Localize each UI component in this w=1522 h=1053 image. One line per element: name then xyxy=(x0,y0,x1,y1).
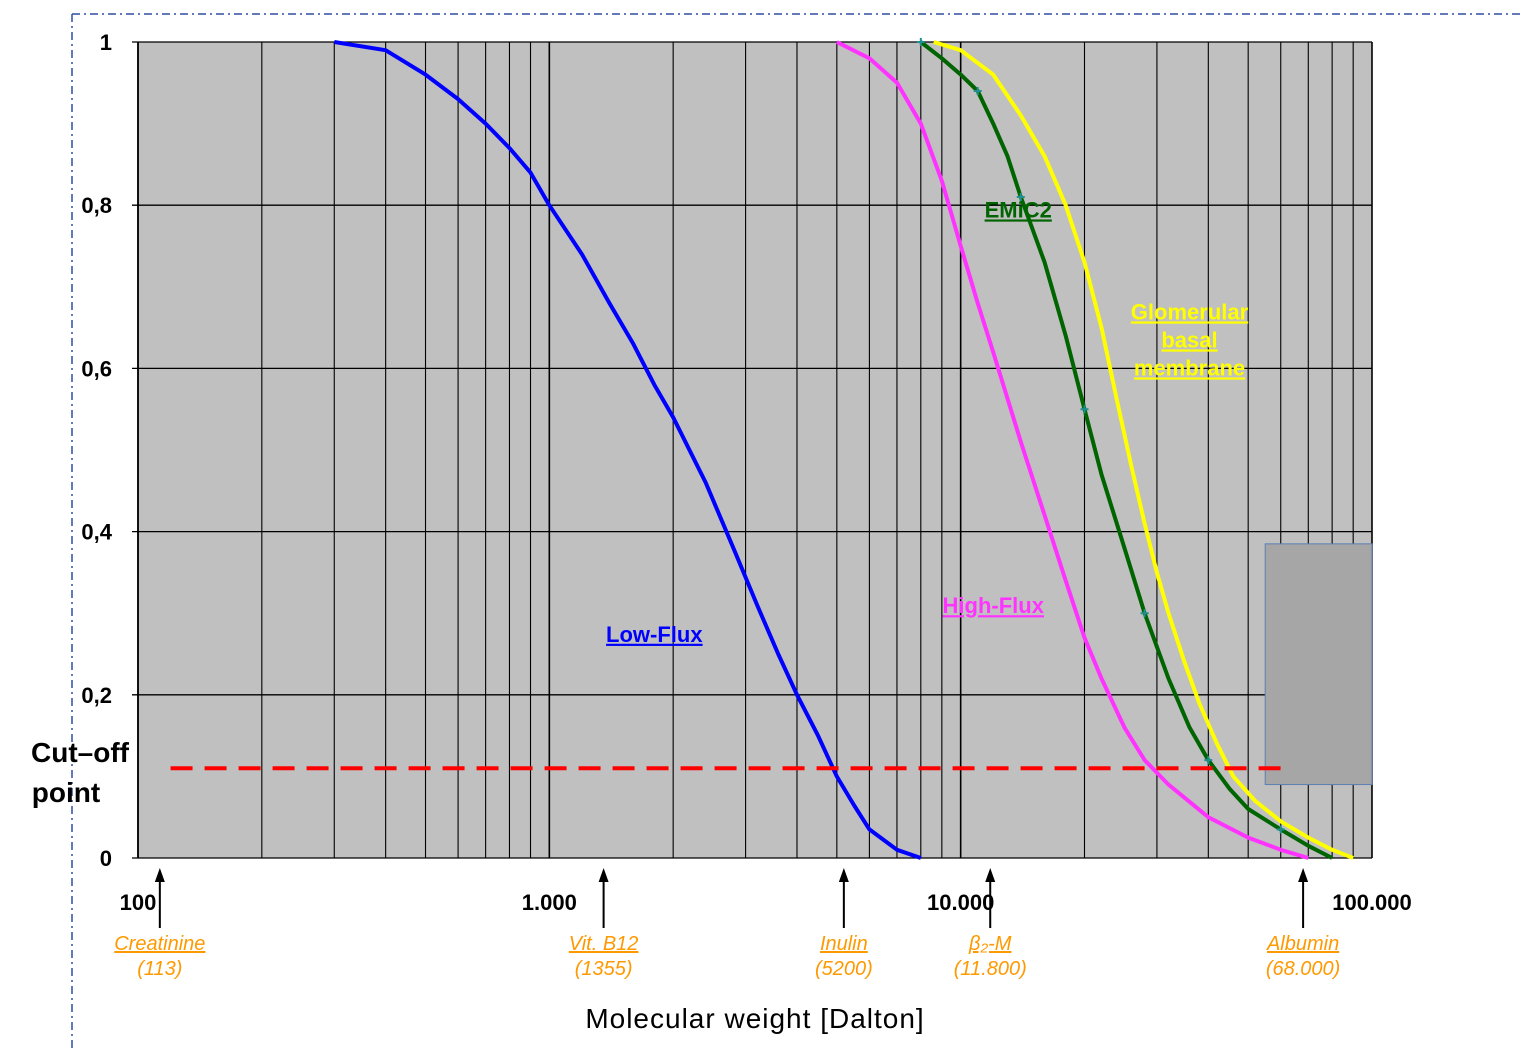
y-tick-label: 0 xyxy=(100,846,112,871)
series-point xyxy=(1080,405,1089,414)
series-label-line: EMiC2 xyxy=(985,197,1052,222)
marker-arrow-head xyxy=(598,868,609,882)
y-tick-label: 1 xyxy=(100,30,112,55)
y-tick-label: 0,4 xyxy=(81,520,112,545)
overlay-box xyxy=(1264,543,1373,786)
marker-arrow-head xyxy=(838,868,849,882)
x-tick-label: 1.000 xyxy=(522,890,577,915)
marker-name: β₂-M xyxy=(968,933,1012,955)
marker-mw: (11.800) xyxy=(954,958,1027,980)
y-tick-label: 0,6 xyxy=(81,356,112,381)
series-line-1 xyxy=(835,40,1309,860)
marker-name: Vit. B12 xyxy=(569,933,639,955)
cutoff-label-line: point xyxy=(32,777,100,808)
marker-name: Albumin xyxy=(1266,933,1339,955)
marker-mw: (5200) xyxy=(815,958,873,980)
series-point xyxy=(973,86,982,95)
series-point xyxy=(1016,193,1025,202)
series-line-0 xyxy=(333,40,922,860)
marker-mw: (1355) xyxy=(575,958,633,980)
marker-mw: (68.000) xyxy=(1266,958,1341,980)
series-label-line: membrane xyxy=(1134,355,1245,380)
x-tick-label: 10.000 xyxy=(927,890,994,915)
x-tick-label: 100 xyxy=(120,890,157,915)
y-tick-label: 0,8 xyxy=(81,193,112,218)
series-point xyxy=(1204,756,1213,765)
marker-arrow-head xyxy=(1298,868,1309,882)
marker-name: Creatinine xyxy=(114,933,205,955)
plot-area xyxy=(138,42,1372,858)
cutoff-label-line: Cut–off xyxy=(31,737,130,768)
series-line-2 xyxy=(919,40,1334,860)
series-label-line: Glomerular xyxy=(1131,299,1249,324)
x-tick-label: 100.000 xyxy=(1332,890,1412,915)
marker-arrow-head xyxy=(985,868,996,882)
series-label-line: basal xyxy=(1161,327,1217,352)
series-label-1: High-Flux xyxy=(943,593,1045,618)
series-label-2: EMiC2 xyxy=(985,197,1052,222)
marker-arrow-head xyxy=(154,868,165,882)
series-label-0: Low-Flux xyxy=(606,622,703,647)
series-label-3: Glomerular basal membrane xyxy=(1131,299,1249,380)
series-label-line: Low-Flux xyxy=(606,622,703,647)
marker-mw: (113) xyxy=(137,958,182,980)
series-label-line: High-Flux xyxy=(943,593,1045,618)
x-axis-label: Molecular weight [Dalton] xyxy=(585,1003,924,1034)
series-point xyxy=(916,38,925,46)
series-line-3 xyxy=(933,40,1354,860)
series-point xyxy=(1276,825,1285,834)
series-point xyxy=(1140,609,1149,618)
y-tick-label: 0,2 xyxy=(81,683,112,708)
marker-name: Inulin xyxy=(820,933,868,955)
